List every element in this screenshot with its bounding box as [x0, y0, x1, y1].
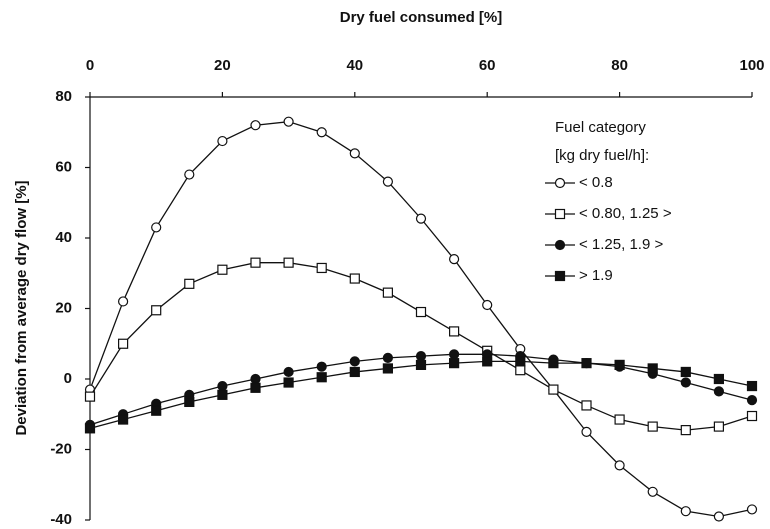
marker: [283, 366, 294, 378]
marker: [746, 410, 758, 422]
marker: [84, 423, 96, 434]
marker: [217, 264, 228, 275]
marker: [117, 414, 129, 425]
y-tick-label: 80: [55, 88, 72, 105]
marker: [415, 306, 427, 318]
marker: [680, 377, 691, 388]
marker: [581, 426, 592, 437]
marker: [449, 326, 460, 337]
marker: [713, 386, 725, 397]
marker: [349, 148, 360, 159]
x-tick-label: 60: [479, 57, 496, 74]
marker: [283, 377, 294, 388]
marker: [217, 135, 228, 147]
marker: [449, 349, 460, 360]
legend-label: < 1.25, 1.9 >: [579, 236, 663, 253]
marker: [415, 213, 427, 224]
marker: [316, 262, 327, 274]
marker: [746, 380, 758, 392]
marker: [713, 511, 725, 522]
marker: [647, 363, 658, 374]
x-tick-label: 100: [739, 57, 764, 74]
x-tick-label: 0: [86, 57, 94, 74]
legend-marker: [554, 208, 566, 220]
legend-marker: [554, 177, 566, 189]
marker: [581, 358, 592, 369]
legend-marker: [554, 270, 566, 282]
marker: [184, 396, 195, 408]
marker: [548, 384, 559, 395]
y-tick-label: -20: [50, 440, 72, 457]
marker: [515, 365, 526, 376]
marker: [515, 356, 526, 367]
marker: [316, 372, 327, 383]
marker: [250, 373, 261, 385]
marker: [250, 382, 261, 393]
marker: [349, 273, 360, 284]
marker: [151, 222, 162, 233]
marker: [548, 358, 559, 369]
marker: [382, 176, 393, 187]
marker: [449, 358, 460, 369]
marker: [349, 366, 360, 378]
marker: [746, 395, 758, 406]
marker: [614, 359, 625, 370]
marker: [117, 296, 129, 307]
marker: [84, 391, 96, 402]
marker: [482, 356, 493, 367]
marker: [250, 120, 261, 131]
marker: [581, 400, 592, 411]
marker: [713, 421, 725, 432]
marker: [680, 366, 691, 378]
marker: [614, 460, 625, 471]
marker: [746, 504, 758, 515]
marker: [647, 421, 658, 432]
marker: [614, 414, 625, 425]
marker: [151, 405, 162, 416]
marker: [449, 254, 460, 265]
x-tick-label: 40: [346, 57, 363, 74]
series-line: [89, 121, 753, 518]
marker: [217, 380, 228, 392]
marker: [316, 361, 327, 372]
chart-title: Dry fuel consumed [%]: [340, 9, 503, 26]
marker: [382, 352, 393, 363]
marker: [680, 506, 691, 517]
marker: [184, 278, 195, 289]
legend-title: [kg dry fuel/h]:: [555, 147, 649, 164]
marker: [117, 338, 129, 349]
marker: [415, 359, 427, 370]
marker: [415, 350, 427, 362]
marker: [482, 299, 493, 311]
marker: [316, 127, 327, 138]
legend-label: < 0.80, 1.25 >: [579, 205, 672, 222]
y-tick-label: 0: [64, 370, 72, 387]
marker: [151, 305, 162, 316]
y-tick-label: 40: [55, 229, 72, 246]
y-tick-label: 20: [55, 299, 72, 316]
marker: [382, 363, 393, 374]
y-tick-label: 60: [55, 158, 72, 175]
marker: [680, 425, 691, 436]
y-tick-label: -40: [50, 511, 72, 528]
marker: [713, 373, 725, 385]
marker: [349, 356, 360, 367]
marker: [283, 116, 294, 127]
legend-label: > 1.9: [579, 267, 613, 284]
x-tick-label: 20: [214, 57, 231, 74]
marker: [647, 486, 658, 497]
marker: [217, 389, 228, 400]
marker: [283, 257, 294, 268]
legend-marker: [554, 239, 566, 251]
marker: [250, 257, 261, 268]
y-axis-label: Deviation from average dry flow [%]: [13, 180, 30, 435]
marker: [184, 169, 195, 180]
marker: [382, 287, 393, 298]
x-tick-label: 80: [611, 57, 628, 74]
legend-label: < 0.8: [579, 174, 613, 191]
legend-title: Fuel category: [555, 119, 646, 136]
